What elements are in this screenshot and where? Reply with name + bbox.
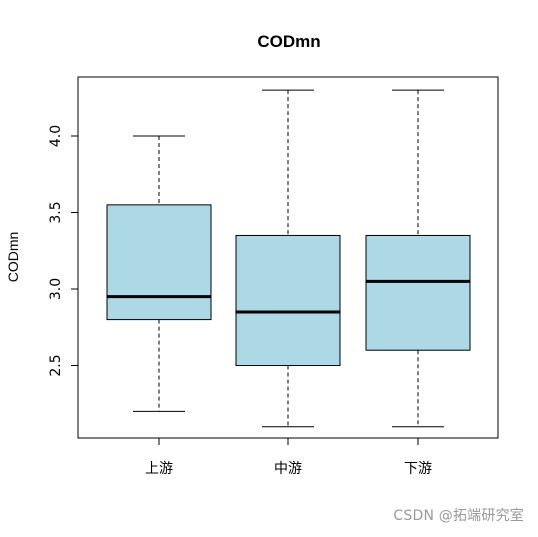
y-tick-label: 3.5 [48, 201, 64, 223]
box-3 [365, 89, 471, 428]
chart-title: CODmn [257, 32, 320, 51]
y-tick-label: 2.5 [48, 354, 64, 376]
x-tick-label: 中游 [274, 461, 302, 477]
iqr-box [235, 234, 341, 366]
y-axis-label: CODmn [5, 232, 21, 283]
x-tick-label: 下游 [404, 461, 432, 477]
box-2 [235, 89, 341, 428]
watermark: CSDN @拓端研究室 [393, 508, 524, 524]
y-tick-label: 3.0 [48, 278, 64, 300]
y-axis: 2.5 3.0 3.5 4.0 [48, 125, 79, 377]
iqr-box [365, 234, 471, 351]
boxes-group [106, 89, 471, 428]
y-tick-label: 4.0 [48, 125, 64, 147]
iqr-box [106, 204, 212, 321]
x-axis: 上游 中游 下游 [145, 437, 432, 477]
box-1 [106, 135, 212, 412]
x-tick-label: 上游 [145, 461, 173, 477]
